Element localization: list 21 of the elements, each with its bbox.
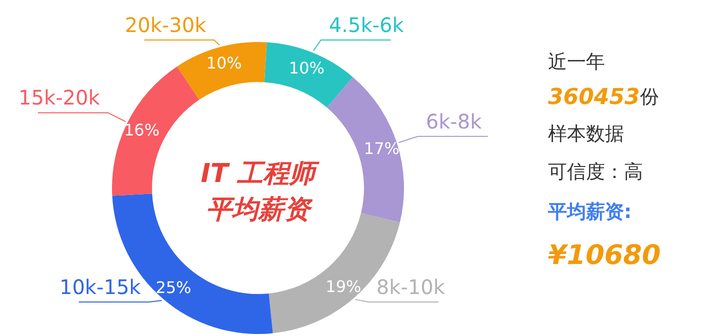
data-label: 25% bbox=[156, 278, 192, 297]
data-label: 17% bbox=[364, 139, 400, 158]
slice-label: 6k-8k bbox=[426, 109, 482, 134]
data-label: 19% bbox=[326, 276, 362, 296]
text: 近一年 bbox=[548, 51, 605, 73]
text: 360453 bbox=[548, 85, 640, 110]
text: ¥10680 bbox=[548, 240, 661, 271]
slice-label: 8k-10k bbox=[376, 275, 446, 299]
text: 份 bbox=[640, 86, 659, 108]
slice-label: 15k-20k bbox=[18, 86, 100, 110]
data-label: 16% bbox=[124, 120, 160, 140]
slice-label: 20k-30k bbox=[124, 13, 207, 37]
text: 样本数据 bbox=[548, 123, 624, 145]
slice-label: 4.5k-6k bbox=[328, 13, 404, 37]
slice-label: 10k-15k bbox=[59, 275, 142, 299]
text: IT 工程师 bbox=[200, 159, 320, 189]
text: 可信度：高 bbox=[548, 161, 643, 183]
data-label: 10% bbox=[206, 54, 242, 72]
data-label: 10% bbox=[288, 58, 324, 78]
text: 平均薪资 bbox=[206, 195, 313, 225]
text: 平均薪资: bbox=[547, 201, 632, 223]
